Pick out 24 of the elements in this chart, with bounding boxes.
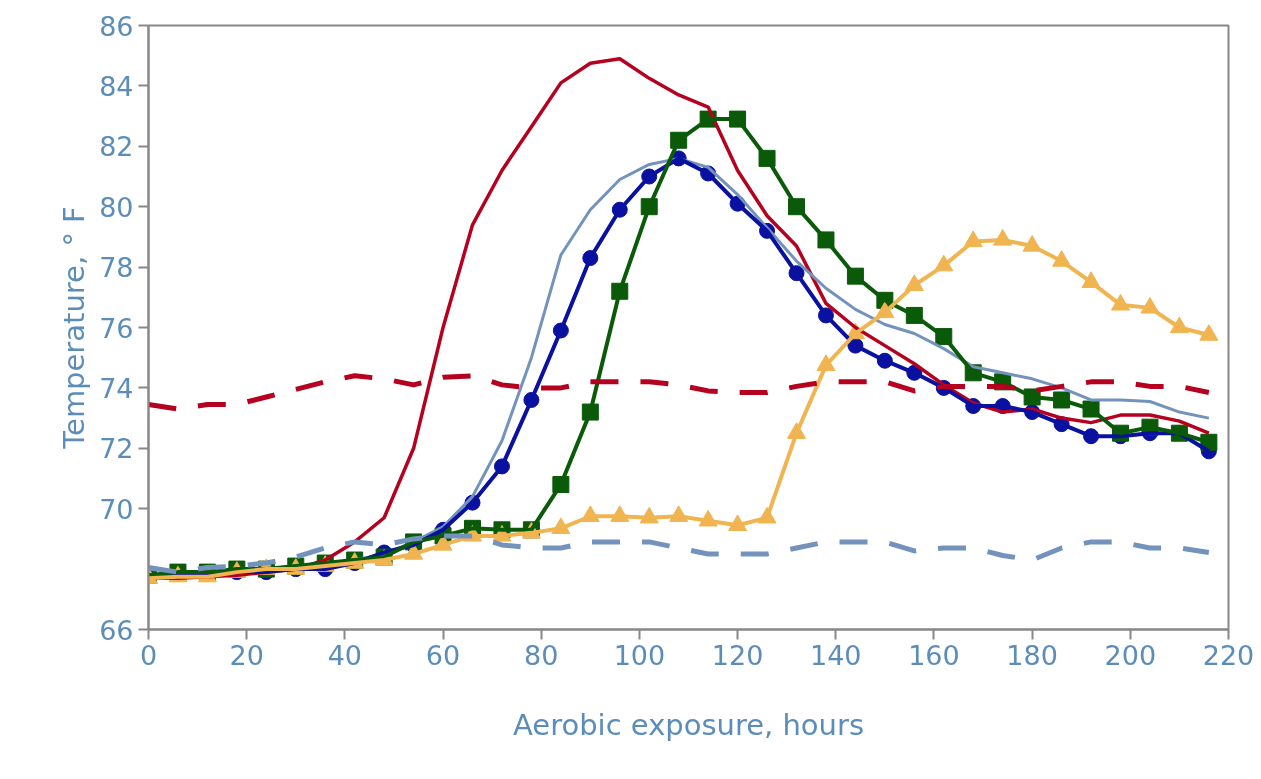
x-tick-label: 100: [613, 639, 666, 671]
x-tick-label: 120: [711, 639, 764, 671]
y-tick-label: 80: [99, 191, 134, 223]
y-tick-label: 86: [99, 10, 134, 42]
y-tick-label: 74: [99, 372, 134, 404]
x-tick-label: 0: [139, 639, 158, 671]
y-axis-title: Temperature, ° F: [57, 206, 92, 450]
x-tick-label: 220: [1202, 639, 1255, 671]
y-tick-label: 76: [99, 312, 134, 344]
y-tick-label: 84: [99, 70, 134, 102]
x-tick-label: 160: [908, 639, 960, 671]
y-tick-label: 82: [99, 131, 134, 163]
x-tick-label: 80: [524, 639, 559, 671]
y-tick-label: 78: [99, 252, 134, 284]
y-tick-label: 72: [99, 433, 134, 465]
x-tick-label: 140: [810, 639, 862, 671]
x-tick-label: 60: [425, 639, 461, 671]
x-tick-label: 20: [229, 639, 264, 671]
x-tick-label: 40: [327, 639, 363, 671]
x-tick-label: 200: [1104, 639, 1157, 671]
y-tick-label: 70: [99, 493, 134, 525]
x-tick-label: 180: [1006, 639, 1058, 671]
y-tick-label: 66: [99, 614, 134, 646]
x-axis-title: Aerobic exposure, hours: [512, 707, 865, 742]
